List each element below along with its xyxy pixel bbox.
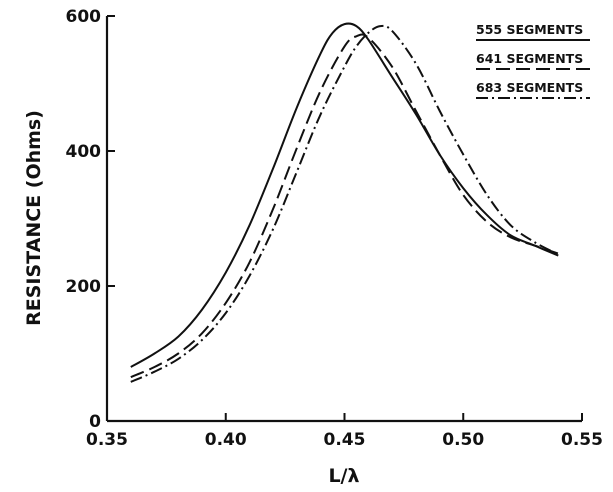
series-line-555: [130, 22, 559, 368]
y-tick-label: 0: [89, 412, 101, 432]
legend-label: 555 SEGMENTS: [476, 22, 583, 37]
y-tick-label: 400: [66, 142, 102, 162]
x-axis-label: L/λ: [328, 465, 359, 487]
x-tick-label: 0.35: [86, 430, 128, 450]
x-tick-label: 0.50: [442, 430, 484, 450]
legend: 555 SEGMENTS 641 SEGMENTS 683 SEGMENTS: [476, 22, 590, 99]
x-tick-label: 0.45: [324, 430, 366, 450]
y-tick-label: 600: [66, 7, 102, 27]
y-axis-label: RESISTANCE (Ohms): [23, 110, 45, 326]
y-tick-label: 200: [66, 277, 102, 297]
series-lines: [130, 22, 559, 383]
series-line-683: [130, 24, 559, 383]
plot-area: 0.35 0.40 0.45 0.50 0.55 0 200 400 600: [66, 7, 603, 450]
x-tick-label: 0.40: [205, 430, 247, 450]
legend-label: 641 SEGMENTS: [476, 51, 583, 66]
x-tick-label: 0.55: [561, 430, 603, 450]
legend-label: 683 SEGMENTS: [476, 80, 583, 95]
series-line-641: [130, 33, 559, 379]
x-axis-ticks: 0.35 0.40 0.45 0.50 0.55: [86, 413, 603, 450]
y-axis-ticks: 0 200 400 600: [66, 7, 115, 432]
